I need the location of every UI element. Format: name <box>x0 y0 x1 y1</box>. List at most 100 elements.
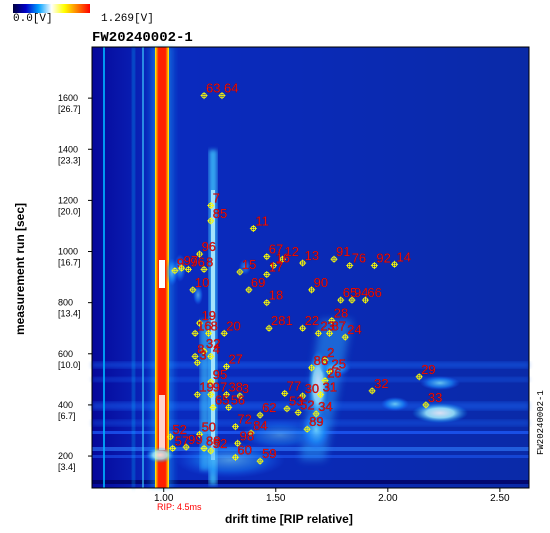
peak-label: 19 <box>202 308 216 323</box>
peak-marker: 72 <box>231 411 252 431</box>
peak-marker: 30 <box>299 381 319 400</box>
y-tick-sublabel: [6.7] <box>58 411 76 421</box>
peak-label: 94 <box>354 285 368 300</box>
peak-marker: 96 <box>196 239 216 258</box>
peak-label: 57 <box>175 433 189 448</box>
peak-label: 7 <box>213 191 220 206</box>
peak-marker: 17 <box>263 259 283 279</box>
peak-label: 18 <box>269 288 283 303</box>
peak-label: 10 <box>195 275 209 290</box>
y-tick-label: 1400 <box>58 144 78 154</box>
peak-label: 16 <box>276 251 290 266</box>
peak-marker: 88 <box>200 433 221 452</box>
peak-marker: 23 <box>314 318 335 337</box>
peak-label: 2 <box>327 345 334 360</box>
peak-label: 69 <box>251 275 265 290</box>
peak-label: 97 <box>184 253 198 268</box>
x-tick-label: 2.00 <box>378 493 398 504</box>
peak-marker: 50 <box>196 419 216 438</box>
peak-label: 31 <box>323 380 337 395</box>
peak-label: 8 <box>206 254 213 269</box>
y-tick-sublabel: [10.0] <box>58 360 81 370</box>
peak-label: 12 <box>284 244 298 259</box>
peak-label: 27 <box>228 352 242 367</box>
x-tick-label: 1.00 <box>154 493 174 504</box>
peak-marker: 64 <box>218 80 239 100</box>
peak-label: 8 <box>211 318 218 333</box>
peak-label: 62 <box>262 400 276 415</box>
peak-label: 13 <box>305 248 319 263</box>
peak-marker: 11 <box>249 213 269 233</box>
peak-label: 92 <box>376 251 390 266</box>
peak-label: 3 <box>242 381 249 396</box>
peak-marker: 27 <box>222 351 243 371</box>
peak-label: 90 <box>314 275 328 290</box>
peak-label: 19 <box>199 380 213 395</box>
peak-marker: 19 <box>193 380 214 399</box>
peak-label: 86 <box>314 353 328 368</box>
y-tick-label: 1600 <box>58 93 78 103</box>
peak-label: 56 <box>231 392 245 407</box>
peak-label: 9 <box>177 256 184 271</box>
peak-label: 96 <box>202 239 216 254</box>
y-tick-label: 1200 <box>58 195 78 205</box>
peak-marker: 19 <box>196 308 216 327</box>
peak-marker: 87 <box>326 318 346 337</box>
y-tick-label: 200 <box>58 451 73 461</box>
peak-label: 88 <box>206 433 220 448</box>
peak-marker: 53 <box>283 394 304 413</box>
peak-label: 98 <box>240 428 254 443</box>
peak-label: 32 <box>206 336 220 351</box>
peak-label: 95 <box>213 367 227 382</box>
peak-marker: 34 <box>312 399 333 418</box>
peak-marker: 67 <box>263 241 283 261</box>
peak-label: 60 <box>237 442 251 457</box>
peak-label: 32 <box>374 376 388 391</box>
peak-marker: 63 <box>200 80 221 100</box>
peak-marker: 52 <box>166 422 187 441</box>
peak-label: 91 <box>336 244 350 259</box>
peak-label: 22 <box>305 313 319 328</box>
peak-marker: 26 <box>321 365 342 385</box>
peak-marker: 52 <box>207 436 227 455</box>
peak-marker: 20 <box>220 318 241 337</box>
peak-marker: 98 <box>234 428 254 447</box>
peak-marker: 25 <box>326 357 346 376</box>
peak-marker: 77 <box>281 378 301 397</box>
peak-marker: 89 <box>303 414 324 433</box>
peak-marker: 33 <box>422 390 443 409</box>
peak-marker: 99 <box>182 432 203 451</box>
peak-marker: 97 <box>178 253 198 272</box>
peak-label: 85 <box>213 206 227 221</box>
peak-marker: 65 <box>337 285 357 304</box>
peak-label: 63 <box>206 81 220 96</box>
peak-label: 65 <box>215 392 229 407</box>
drift-line-left <box>103 47 144 488</box>
rip-annotation: RIP: 4.5ms <box>157 502 202 512</box>
peak-label: 3 <box>199 348 206 363</box>
peak-marker: 85 <box>207 206 227 225</box>
peak-label: 52 <box>213 436 227 451</box>
peak-marker: 8 <box>191 341 204 360</box>
watermark: FW20240002-1 <box>536 390 546 455</box>
peak-marker: 7 <box>207 190 220 210</box>
peak-marker: 281 <box>265 313 293 332</box>
peak-label: 72 <box>237 412 251 427</box>
peak-marker: 94 <box>348 285 369 304</box>
peak-label: 24 <box>347 322 361 337</box>
y-tick-label: 600 <box>58 349 73 359</box>
peak-label: 66 <box>367 285 381 300</box>
y-tick-sublabel: [16.7] <box>58 258 81 268</box>
peak-marker: 91 <box>330 244 351 263</box>
axes: 1.00 1.50 2.00 2.50 200[3.4] 400[6.7] 600[10.0… <box>58 46 530 504</box>
peak-label: 4 <box>213 341 220 356</box>
peak-marker: 3 <box>193 348 207 367</box>
peak-marker: 92 <box>370 250 391 270</box>
peak-marker: 32 <box>368 376 389 395</box>
peak-marker: 76 <box>346 250 366 270</box>
plot-frame <box>91 46 530 489</box>
peak-label: 8 <box>197 341 204 356</box>
bottom-cluster <box>146 420 320 478</box>
